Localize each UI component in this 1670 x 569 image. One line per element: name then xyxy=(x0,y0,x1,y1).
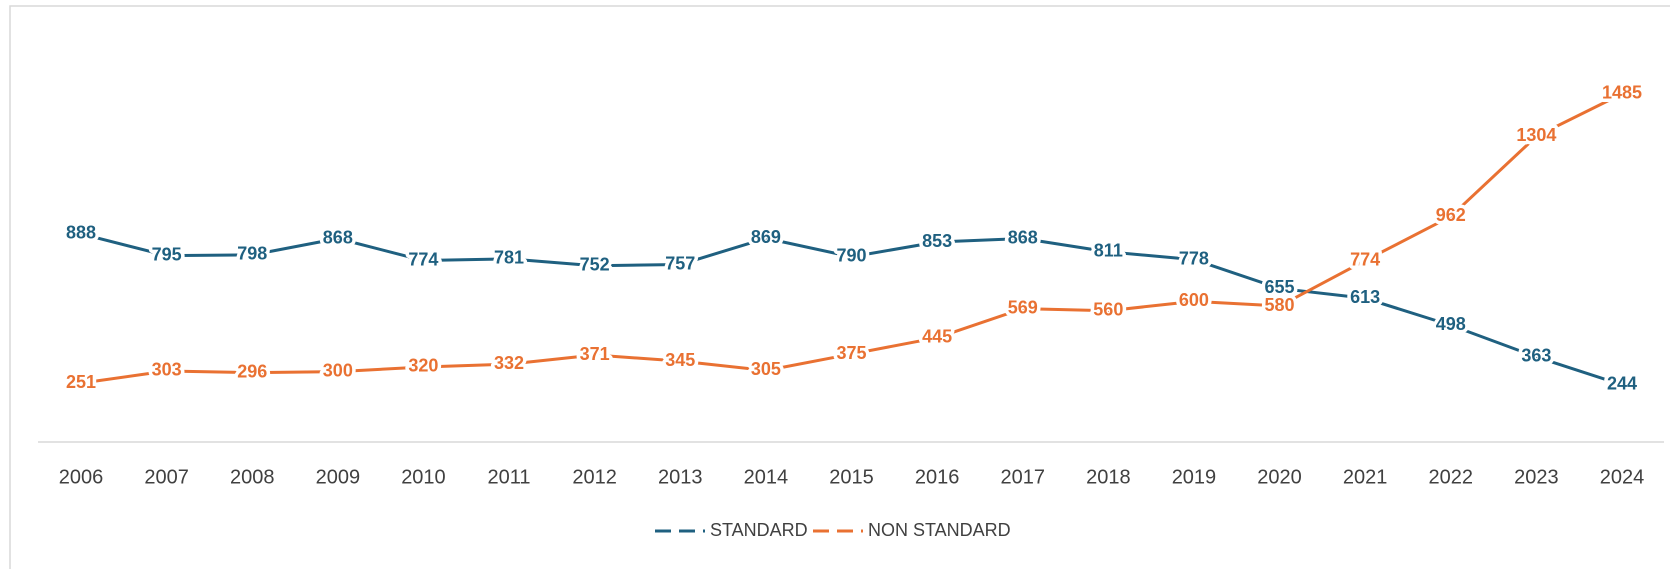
x-tick-label: 2021 xyxy=(1343,466,1388,488)
data-label: 363 xyxy=(1521,346,1551,366)
data-label: 888 xyxy=(66,223,96,243)
data-label: 868 xyxy=(323,227,353,247)
data-label: 345 xyxy=(665,350,695,370)
data-label: 332 xyxy=(494,353,524,373)
data-label: 371 xyxy=(580,344,610,364)
x-tick-label: 2024 xyxy=(1600,466,1645,488)
data-label: 375 xyxy=(836,343,866,363)
data-label: 569 xyxy=(1008,297,1038,317)
x-tick-label: 2011 xyxy=(488,466,531,488)
data-label: 655 xyxy=(1265,277,1295,297)
data-label: 752 xyxy=(580,254,610,274)
data-label: 296 xyxy=(237,361,267,381)
data-label: 600 xyxy=(1179,290,1209,310)
data-label: 560 xyxy=(1093,299,1123,319)
data-label: 251 xyxy=(66,372,96,392)
data-label: 868 xyxy=(1008,227,1038,247)
data-label: 580 xyxy=(1265,295,1295,315)
x-tick-label: 2018 xyxy=(1086,466,1131,488)
data-label: 962 xyxy=(1436,205,1466,225)
data-label: 1485 xyxy=(1602,83,1642,103)
x-tick-label: 2016 xyxy=(915,466,960,488)
data-label: 781 xyxy=(494,248,524,268)
data-label: 778 xyxy=(1179,248,1209,268)
data-label: 613 xyxy=(1350,287,1380,307)
x-tick-label: 2012 xyxy=(572,466,617,488)
data-label: 790 xyxy=(836,246,866,266)
data-label: 869 xyxy=(751,227,781,247)
x-tick-label: 2015 xyxy=(829,466,874,488)
x-tick-label: 2020 xyxy=(1257,466,1302,488)
data-label: 305 xyxy=(751,359,781,379)
x-tick-label: 2023 xyxy=(1514,466,1559,488)
x-tick-label: 2013 xyxy=(658,466,703,488)
data-label: 774 xyxy=(1350,249,1380,269)
data-label: 498 xyxy=(1436,314,1466,334)
chart-frame xyxy=(9,5,1670,569)
data-label: 774 xyxy=(408,249,438,269)
x-tick-label: 2006 xyxy=(59,466,104,488)
data-label: 244 xyxy=(1607,374,1637,394)
series-line xyxy=(80,92,1623,385)
x-tick-label: 2007 xyxy=(144,466,189,488)
x-tick-label: 2008 xyxy=(230,466,275,488)
data-label: 1304 xyxy=(1516,125,1556,145)
x-tick-label: 2010 xyxy=(401,466,446,488)
x-tick-label: 2017 xyxy=(1000,466,1045,488)
legend-label: NON STANDARD xyxy=(868,520,1011,540)
data-label: 320 xyxy=(408,356,438,376)
x-tick-label: 2014 xyxy=(744,466,789,488)
data-label: 811 xyxy=(1094,241,1123,261)
data-label: 445 xyxy=(922,326,952,346)
data-label: 853 xyxy=(922,231,952,251)
x-tick-label: 2019 xyxy=(1172,466,1217,488)
data-label: 300 xyxy=(323,360,353,380)
data-label: 795 xyxy=(152,244,182,264)
data-label: 303 xyxy=(152,360,182,380)
data-label: 798 xyxy=(237,244,267,264)
series-line xyxy=(80,232,1623,387)
x-tick-label: 2022 xyxy=(1429,466,1474,488)
data-label: 757 xyxy=(665,253,695,273)
legend-label: STANDARD xyxy=(710,520,808,540)
x-tick-label: 2009 xyxy=(316,466,361,488)
